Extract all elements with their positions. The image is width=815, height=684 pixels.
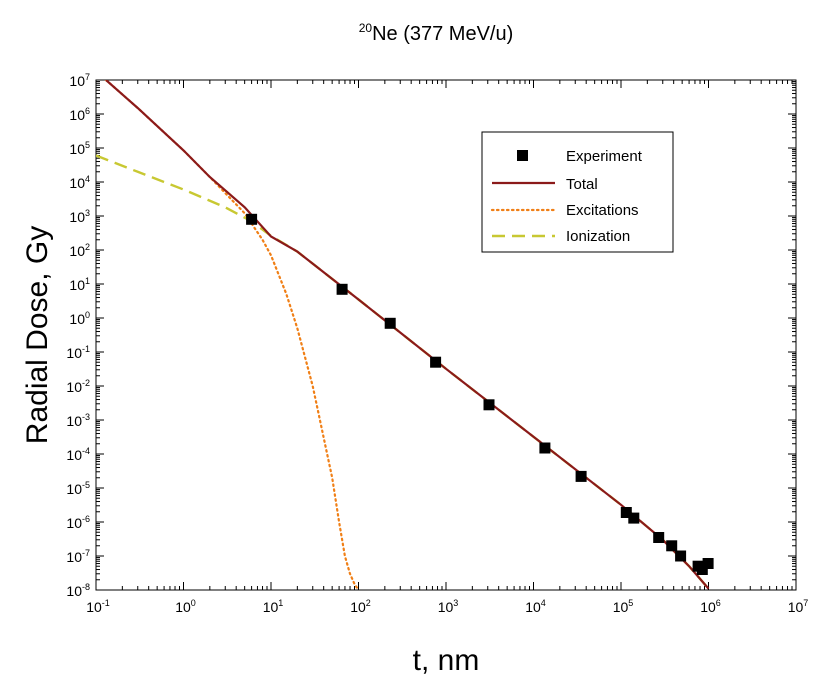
plot-frame	[95, 79, 797, 591]
y-tick-label: 10-6	[66, 514, 90, 531]
experiment-point	[384, 317, 396, 329]
experiment-point	[702, 558, 714, 569]
x-tick-labels: 10-1 100 101 102 103 104 105 106 107	[86, 598, 808, 615]
series-line-excitations	[104, 80, 360, 590]
experiment-point	[666, 540, 678, 552]
x-tick-label: 105	[613, 598, 634, 615]
experiment-point	[483, 399, 495, 411]
legend-label-ionization: Ionization	[566, 228, 630, 245]
legend-marker-experiment	[517, 150, 528, 161]
y-tick-labels: 107 106 105 104 103 102 101 100 10-1 10-2 10-3 10-4…	[66, 72, 90, 599]
chart-title: 20Ne (377 MeV/u)	[359, 21, 514, 45]
x-tick-label: 101	[263, 598, 284, 615]
experiment-point	[620, 507, 632, 518]
y-tick-label: 105	[69, 140, 90, 157]
y-tick-label: 10-1	[66, 344, 90, 361]
experiment-point	[628, 512, 640, 524]
legend-label-total: Total	[566, 176, 598, 193]
title-text: Ne (377 MeV/u)	[372, 23, 513, 45]
y-axis-title: Radial Dose, Gy	[21, 226, 54, 444]
legend: Experiment Total Excitations Ionization	[481, 131, 674, 253]
y-tick-label: 10-8	[66, 582, 90, 599]
x-tick-label: 103	[438, 598, 459, 615]
axis-ticks	[95, 79, 797, 591]
y-tick-label: 100	[69, 310, 90, 327]
experiment-point	[575, 470, 587, 482]
y-tick-label: 107	[69, 72, 90, 89]
y-tick-label: 101	[69, 276, 90, 293]
y-tick-label: 10-4	[66, 446, 90, 463]
y-tick-label: 103	[69, 208, 90, 225]
y-tick-label: 104	[69, 174, 90, 191]
x-tick-label: 100	[175, 598, 196, 615]
title-superscript: 20	[359, 21, 373, 35]
legend-label-experiment: Experiment	[566, 148, 643, 165]
experiment-point	[430, 356, 442, 368]
y-tick-label: 106	[69, 106, 90, 123]
y-tick-label: 10-5	[66, 480, 90, 497]
experiment-point	[539, 442, 551, 454]
y-tick-label: 10-3	[66, 412, 90, 429]
experiment-point	[696, 564, 708, 575]
x-tick-label: 106	[700, 598, 721, 615]
legend-box	[481, 131, 674, 253]
experiment-markers	[246, 213, 714, 575]
experiment-point	[336, 283, 348, 295]
y-tick-label: 102	[69, 242, 90, 259]
x-tick-label: 10-1	[86, 598, 110, 615]
x-tick-label: 102	[350, 598, 371, 615]
x-tick-label: 107	[788, 598, 809, 615]
y-tick-label: 10-7	[66, 548, 90, 565]
experiment-point	[675, 550, 687, 562]
y-tick-label: 10-2	[66, 378, 90, 395]
experiment-point	[653, 532, 665, 543]
legend-label-excitations: Excitations	[566, 202, 639, 219]
x-axis-title: t, nm	[413, 644, 480, 677]
x-tick-label: 104	[525, 598, 546, 615]
experiment-point	[246, 213, 258, 225]
